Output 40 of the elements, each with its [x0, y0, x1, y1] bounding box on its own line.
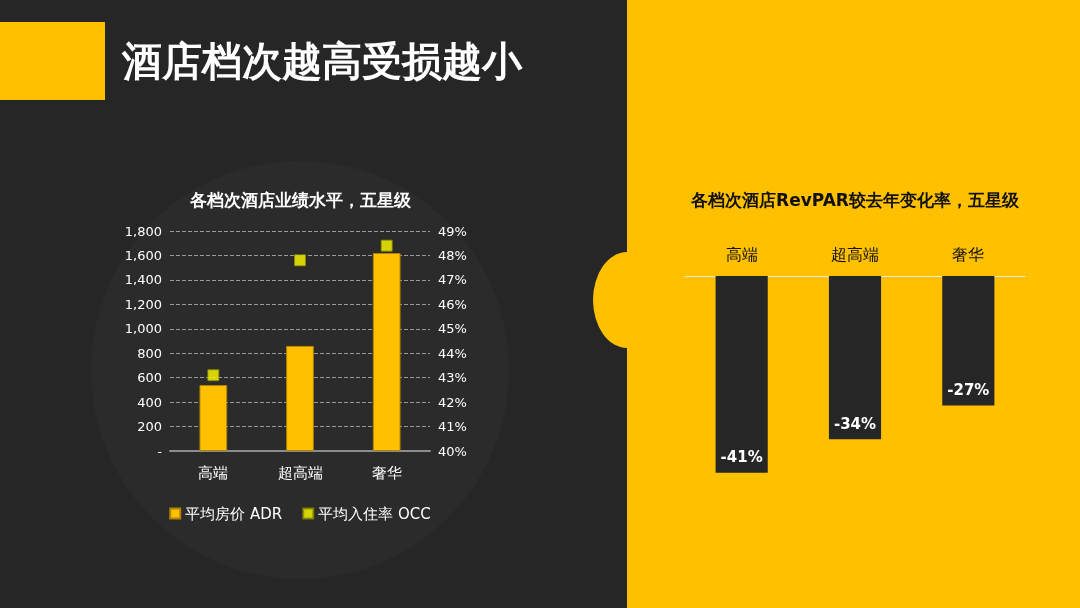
y2-tick-label: 43%	[438, 370, 467, 386]
y-tick-label: 1,600	[124, 247, 162, 263]
x-tick-label: 高端	[198, 463, 229, 482]
legend-label: 平均入住率 OCC	[318, 504, 431, 523]
y2-tick-label: 47%	[438, 272, 467, 288]
x-tick-label: 超高端	[277, 463, 323, 482]
y-tick-label: -	[157, 443, 163, 459]
bar	[286, 345, 314, 451]
y-tick-label: 400	[137, 394, 162, 410]
x-tick-label: 奢华	[952, 244, 985, 264]
point	[207, 369, 220, 382]
point	[294, 254, 306, 267]
chart-subtitle: 各档次酒店业绩水平，五星级	[188, 189, 412, 210]
legend-label: 平均房价 ADR	[185, 504, 283, 523]
data-label: -41%	[720, 448, 763, 467]
data-label: -27%	[947, 381, 990, 400]
y-tick-label: 1,200	[124, 296, 162, 312]
y2-tick-label: 49%	[438, 223, 467, 239]
y2-tick-label: 40%	[438, 443, 467, 459]
y-tick-label: 1,000	[124, 321, 162, 337]
bar	[199, 385, 228, 451]
y-tick-label: 1,800	[124, 223, 162, 239]
y2-tick-label: 44%	[438, 345, 467, 361]
chart-title: 酒店档次越高受损越小	[122, 37, 522, 86]
y-tick-label: 600	[137, 370, 162, 386]
y2-tick-label: 46%	[438, 296, 467, 312]
y2-tick-label: 48%	[438, 247, 467, 263]
x-tick-label: 奢华	[371, 463, 402, 482]
chart-title: 各档次酒店RevPAR较去年变化率，五星级	[690, 189, 1020, 210]
point	[380, 239, 393, 252]
y2-tick-label: 42%	[438, 394, 467, 410]
bar	[372, 253, 401, 451]
x-tick-label: 高端	[725, 244, 758, 264]
y-tick-label: 200	[137, 419, 162, 435]
x-tick-label: 超高端	[831, 244, 879, 264]
data-label: -34%	[833, 414, 877, 433]
y2-tick-label: 41%	[438, 419, 467, 435]
y-tick-label: 1,400	[124, 272, 162, 288]
y2-tick-label: 45%	[438, 321, 467, 337]
y-tick-label: 800	[137, 345, 162, 361]
